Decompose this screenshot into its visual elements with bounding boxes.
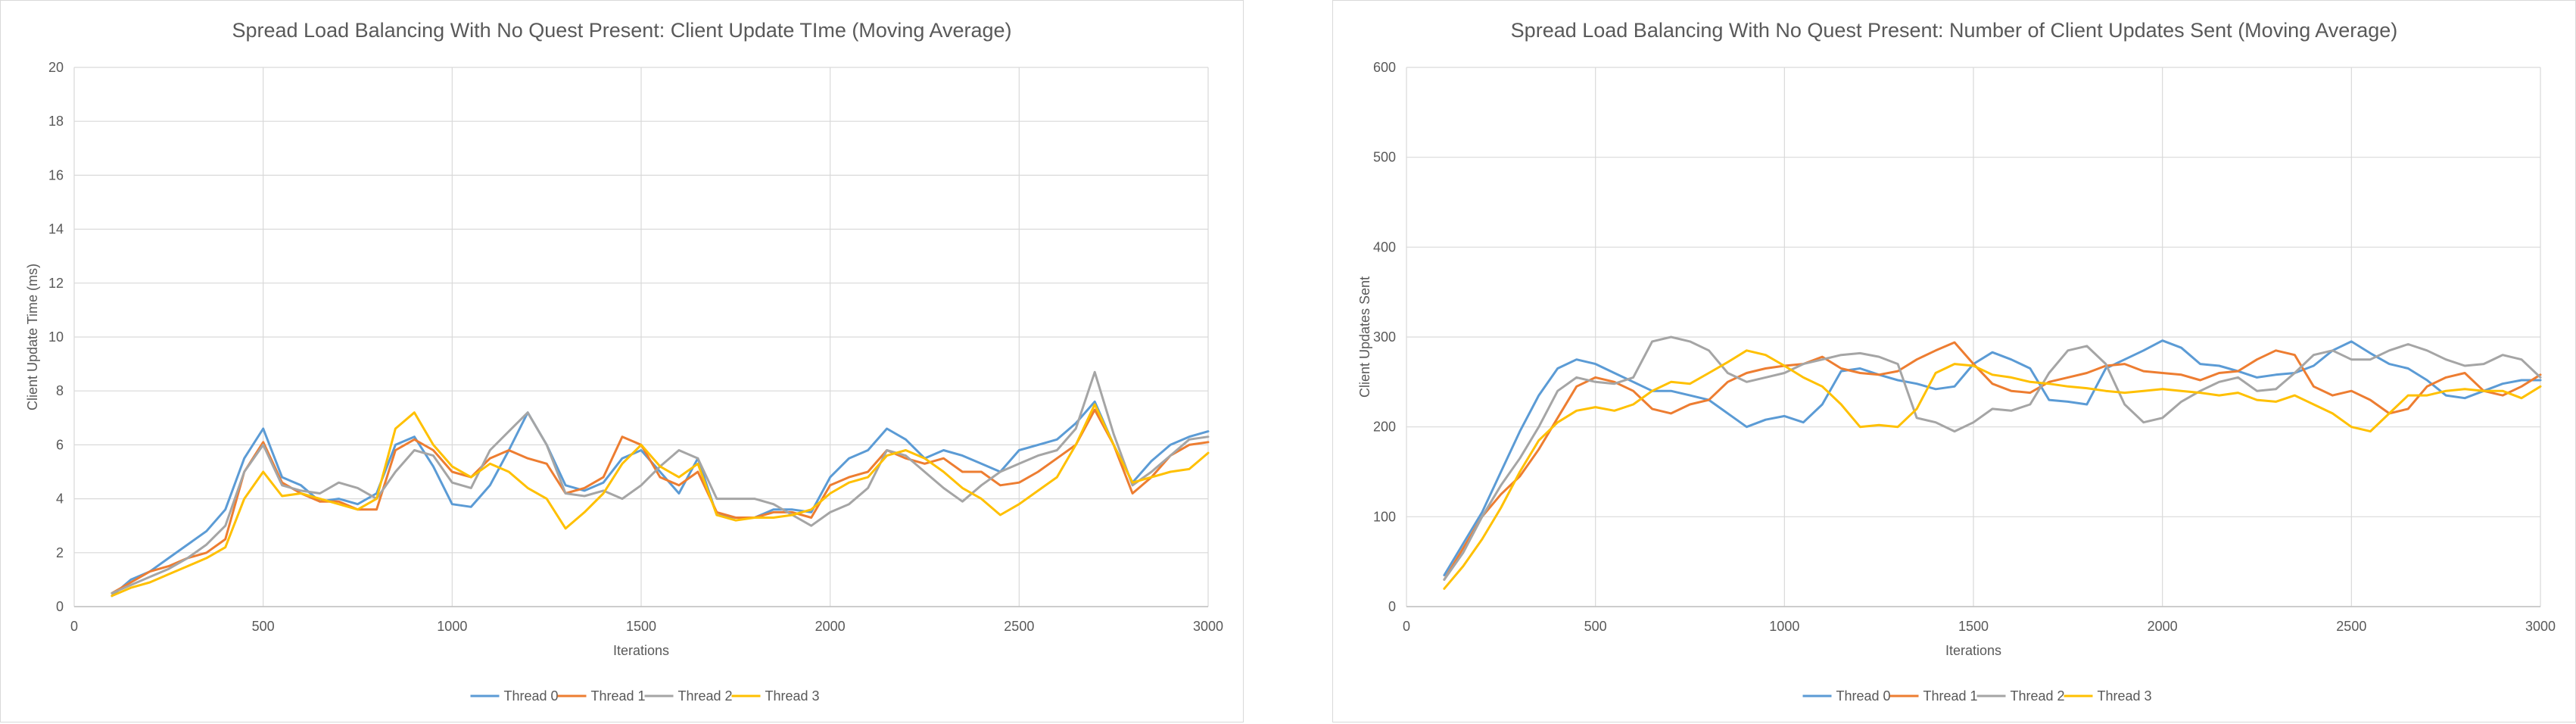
- chart-panel-client-updates-sent: Spread Load Balancing With No Quest Pres…: [1332, 0, 2576, 722]
- grid: [1406, 67, 2541, 607]
- x-tick-label: 1000: [1769, 619, 1799, 634]
- y-tick-label: 0: [56, 599, 64, 614]
- y-axis-label: Client Update Time (ms): [25, 264, 40, 410]
- grid: [73, 67, 1209, 607]
- y-tick-label: 200: [1373, 420, 1396, 435]
- chart-panel-client-update-time: Spread Load Balancing With No Quest Pres…: [0, 0, 1244, 722]
- y-tick-label: 8: [56, 383, 64, 398]
- x-tick-label: 1500: [1958, 619, 1989, 634]
- series-line-thread-0: [111, 400, 1210, 598]
- x-tick-label: 2000: [2148, 619, 2178, 634]
- legend-label-thread-0: Thread 0: [504, 688, 559, 704]
- x-tick-label: 1000: [437, 619, 467, 634]
- x-tick-label: 2500: [2336, 619, 2366, 634]
- series-line-thread-1: [111, 408, 1210, 594]
- x-axis-label: Iterations: [613, 643, 669, 658]
- y-tick-label: 0: [1388, 599, 1396, 614]
- y-tick-label: 2: [56, 545, 64, 560]
- series-line-thread-2: [111, 370, 1210, 594]
- x-tick-label: 2000: [815, 619, 846, 634]
- x-tick-label: 3000: [2525, 619, 2556, 634]
- y-tick-label: 500: [1373, 150, 1396, 165]
- x-tick-label: 500: [1584, 619, 1607, 634]
- y-axis-label: Client Updates Sent: [1357, 276, 1372, 398]
- y-tick-label: 12: [48, 276, 64, 291]
- y-tick-label: 600: [1373, 60, 1396, 75]
- legend-label-thread-1: Thread 1: [591, 688, 646, 704]
- x-tick-label: 500: [252, 619, 275, 634]
- legend-label-thread-3: Thread 3: [765, 688, 820, 704]
- series-line-thread-2: [1443, 335, 2542, 581]
- legend-label-thread-3: Thread 3: [2098, 688, 2152, 704]
- series-line-thread-1: [1443, 341, 2542, 581]
- x-tick-label: 1500: [626, 619, 656, 634]
- series-line-thread-3: [1443, 349, 2542, 590]
- series-line-thread-3: [111, 403, 1210, 598]
- y-tick-label: 4: [56, 492, 64, 507]
- x-tick-label: 0: [70, 619, 78, 634]
- x-tick-label: 2500: [1004, 619, 1034, 634]
- y-tick-label: 100: [1373, 509, 1396, 524]
- x-tick-label: 3000: [1193, 619, 1223, 634]
- legend-label-thread-1: Thread 1: [1923, 688, 1978, 704]
- x-tick-label: 0: [1403, 619, 1410, 634]
- x-axis-label: Iterations: [1945, 643, 2001, 658]
- chart-svg-client-updates-sent: Spread Load Balancing With No Quest Pres…: [1357, 19, 2556, 704]
- y-tick-label: 400: [1373, 239, 1396, 254]
- legend-label-thread-0: Thread 0: [1836, 688, 1891, 704]
- y-tick-label: 300: [1373, 329, 1396, 345]
- chart-title: Spread Load Balancing With No Quest Pres…: [1511, 19, 2398, 42]
- legend-label-thread-2: Thread 2: [678, 688, 733, 704]
- y-tick-label: 14: [48, 222, 64, 237]
- y-tick-label: 6: [56, 437, 64, 452]
- legend: Thread 0 Thread 1 Thread 2 Thread 3: [470, 688, 820, 704]
- legend: Thread 0 Thread 1 Thread 2 Thread 3: [1802, 688, 2152, 704]
- chart-title: Spread Load Balancing With No Quest Pres…: [232, 19, 1011, 42]
- y-tick-label: 16: [48, 167, 64, 183]
- y-tick-label: 18: [48, 114, 64, 129]
- legend-label-thread-2: Thread 2: [2011, 688, 2065, 704]
- chart-svg-client-update-time: Spread Load Balancing With No Quest Pres…: [25, 19, 1223, 704]
- y-tick-label: 20: [48, 60, 64, 75]
- y-tick-label: 10: [48, 329, 64, 345]
